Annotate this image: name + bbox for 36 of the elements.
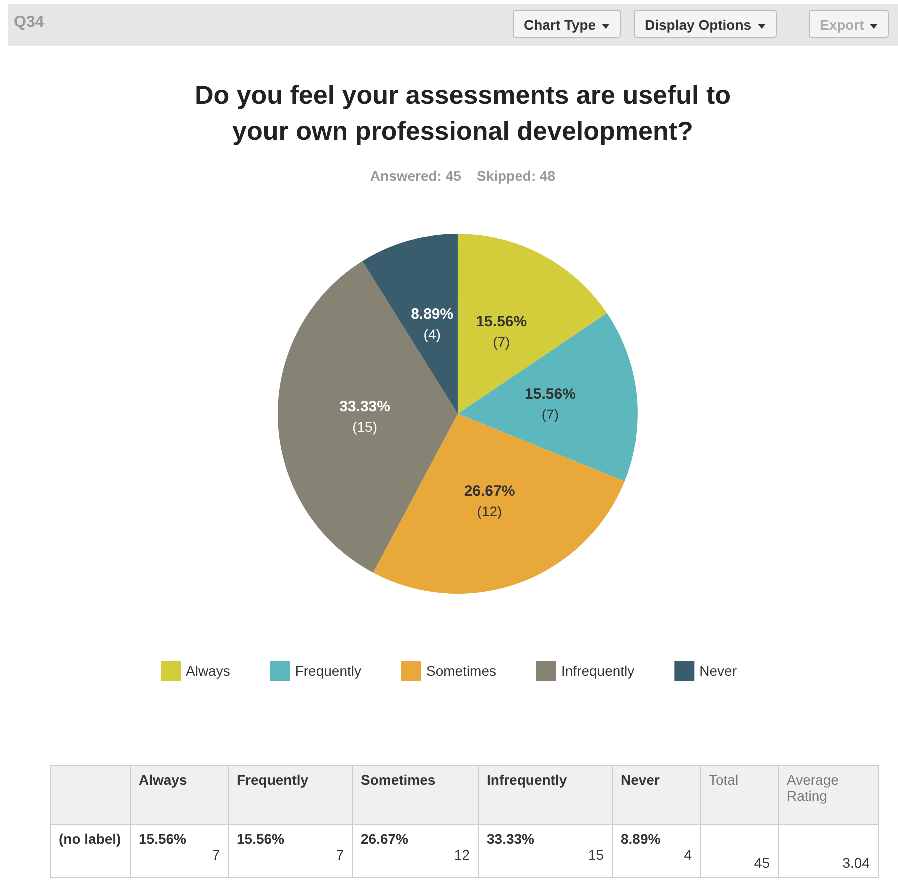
data-label: 15.56% (7) [476, 313, 528, 350]
category-label: Never [621, 772, 660, 788]
text: 4 [683, 847, 692, 863]
category-label: Infrequently [487, 772, 568, 788]
text: 12 [453, 847, 470, 863]
text: 3.04 [778, 824, 878, 878]
data-label: 15.56% (7) [525, 386, 576, 422]
text: Total [700, 766, 778, 824]
text: 15 [587, 847, 604, 863]
data-label: 8.89% (4) [411, 306, 454, 343]
chart-title: Do you feel your assessments are useful to your own professional development? [194, 80, 732, 146]
text: Average Rating [778, 766, 878, 824]
legend-label: Frequently [295, 663, 362, 679]
text: Display Options [645, 17, 752, 33]
category-label: Sometimes [361, 772, 436, 788]
data-label: 33.33% (15) [340, 398, 390, 436]
legend-label: Never [700, 663, 738, 679]
text: 15.56% [237, 831, 286, 847]
legend-label: Infrequently [562, 663, 635, 679]
text: 7 [211, 847, 220, 863]
text: 45 [700, 824, 778, 878]
text: 15.56% [139, 831, 188, 847]
category-label: Frequently [237, 772, 309, 788]
category-label: Always [139, 772, 188, 788]
legend-label: Always [186, 663, 230, 679]
chart-subtitle: Answered: 45 Skipped: 48 [370, 168, 556, 184]
data-label: 26.67% (12) [464, 482, 516, 520]
text: 26.67% [361, 831, 410, 847]
text: (no label) [50, 824, 130, 878]
text: Chart Type [524, 17, 596, 33]
text: Q34 [14, 14, 44, 32]
text: 7 [335, 847, 344, 863]
text: 33.33% [487, 831, 536, 847]
text: Export [820, 17, 864, 33]
legend-label: Sometimes [426, 663, 497, 679]
text: 8.89% [621, 831, 662, 847]
